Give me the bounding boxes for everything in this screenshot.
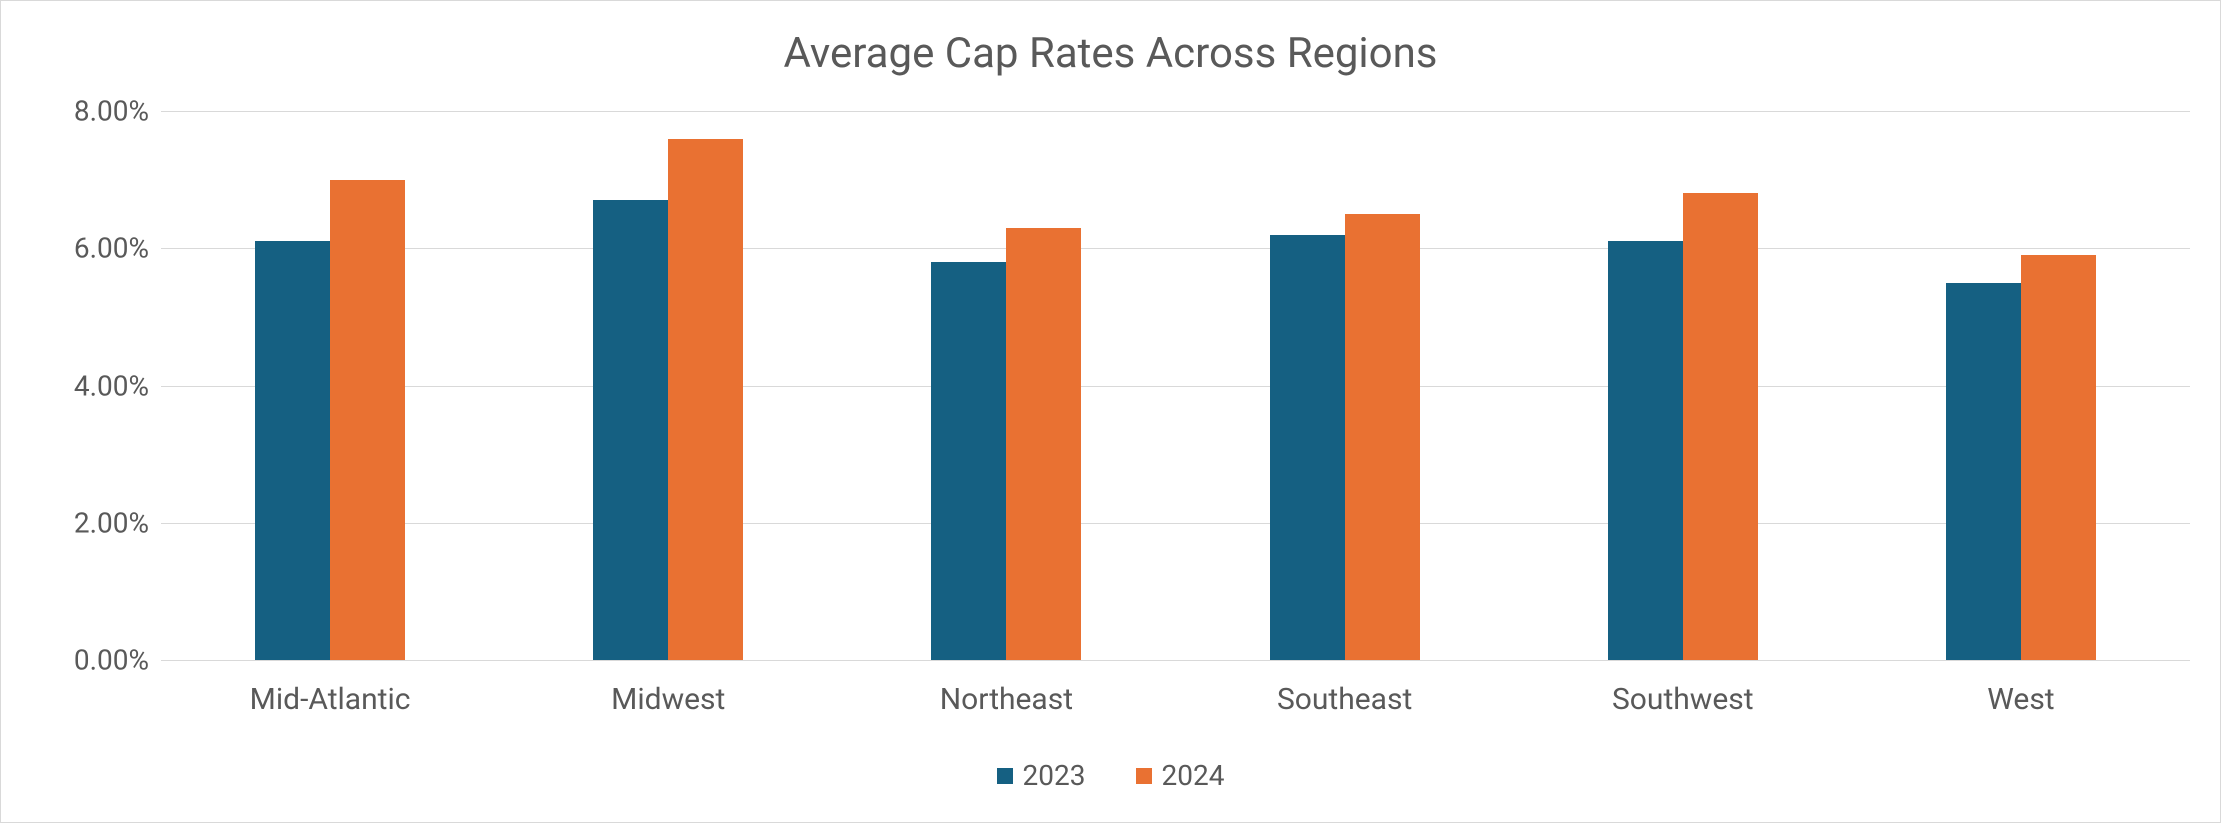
y-tick-label: 4.00% (74, 369, 149, 402)
bar (593, 200, 668, 660)
bar (668, 139, 743, 660)
gridline (161, 660, 2190, 661)
y-tick-label: 6.00% (74, 232, 149, 265)
chart-frame: Average Cap Rates Across Regions 0.00% 2.… (0, 0, 2221, 823)
y-tick-label: 0.00% (74, 644, 149, 677)
legend-item: 2023 (997, 759, 1086, 792)
bar (1608, 241, 1683, 660)
x-axis: Mid-AtlanticMidwestNortheastSoutheastSou… (161, 682, 2190, 717)
bar (2021, 255, 2096, 660)
bar (1683, 193, 1758, 660)
y-tick-label: 8.00% (74, 95, 149, 128)
legend-swatch (997, 768, 1013, 784)
plot-area (161, 96, 2190, 660)
x-category-label: Northeast (837, 682, 1175, 717)
category-group (1176, 96, 1514, 660)
x-category-label: Mid-Atlantic (161, 682, 499, 717)
category-group (1514, 96, 1852, 660)
x-category-label: Midwest (499, 682, 837, 717)
category-group (1852, 96, 2190, 660)
legend-label: 2024 (1162, 759, 1225, 792)
legend-item: 2024 (1136, 759, 1225, 792)
bar (931, 262, 1006, 660)
chart-body: 0.00%2.00%4.00%6.00%8.00% (31, 96, 2190, 660)
bar (330, 180, 405, 660)
legend-label: 2023 (1023, 759, 1086, 792)
bar (1006, 228, 1081, 660)
category-group (161, 96, 499, 660)
bar-columns (161, 96, 2190, 660)
bar (1946, 283, 2021, 660)
legend: 2023 2024 (31, 759, 2190, 792)
bar (255, 241, 330, 660)
y-tick-label: 2.00% (74, 506, 149, 539)
y-axis: 0.00%2.00%4.00%6.00%8.00% (31, 96, 161, 660)
chart-title: Average Cap Rates Across Regions (31, 29, 2190, 78)
x-category-label: Southwest (1514, 682, 1852, 717)
x-category-label: West (1852, 682, 2190, 717)
category-group (837, 96, 1175, 660)
bar (1345, 214, 1420, 660)
category-group (499, 96, 837, 660)
x-category-label: Southeast (1176, 682, 1514, 717)
legend-swatch (1136, 768, 1152, 784)
bar (1270, 235, 1345, 660)
